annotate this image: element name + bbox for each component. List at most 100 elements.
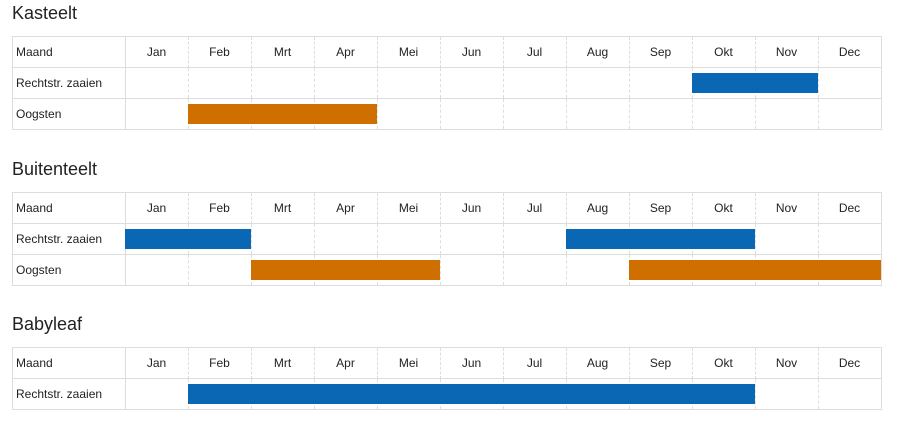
month-divider bbox=[251, 68, 252, 98]
month-label: Aug bbox=[586, 201, 609, 215]
month-divider bbox=[692, 37, 693, 68]
section-title: Buitenteelt bbox=[12, 159, 98, 179]
period-bar bbox=[251, 260, 440, 280]
month-divider bbox=[755, 379, 756, 409]
column-divider bbox=[125, 193, 126, 224]
month-divider bbox=[818, 68, 819, 98]
month-label: Nov bbox=[775, 201, 798, 215]
month-label: Nov bbox=[775, 356, 798, 370]
month-divider bbox=[314, 37, 315, 68]
month-label: Jun bbox=[461, 356, 482, 370]
period-bar bbox=[188, 104, 377, 124]
month-label: Mrt bbox=[273, 356, 292, 370]
month-label: Apr bbox=[336, 356, 355, 370]
month-divider bbox=[566, 193, 567, 224]
month-divider bbox=[566, 68, 567, 98]
month-divider bbox=[440, 224, 441, 254]
month-label: Jun bbox=[461, 45, 482, 59]
month-divider bbox=[818, 348, 819, 379]
month-divider bbox=[440, 193, 441, 224]
month-divider bbox=[251, 37, 252, 68]
month-divider bbox=[566, 348, 567, 379]
month-label: Feb bbox=[209, 45, 230, 59]
column-divider bbox=[125, 348, 126, 379]
month-divider bbox=[314, 193, 315, 224]
month-divider bbox=[188, 348, 189, 379]
month-divider bbox=[314, 224, 315, 254]
month-divider bbox=[314, 68, 315, 98]
month-divider bbox=[188, 68, 189, 98]
column-divider bbox=[125, 379, 126, 409]
month-divider bbox=[503, 348, 504, 379]
schedule-table: Maand Jan Feb Mrt Apr Mei Jun Jul Aug Sep Okt Nov De… bbox=[12, 347, 882, 410]
schedule-table: Maand Jan Feb Mrt Apr Mei Jun Jul Aug Sep Okt Nov De… bbox=[12, 192, 882, 286]
month-divider bbox=[377, 224, 378, 254]
month-label: Okt bbox=[714, 45, 733, 59]
column-divider bbox=[125, 255, 126, 285]
month-divider bbox=[566, 37, 567, 68]
month-divider bbox=[503, 193, 504, 224]
month-divider bbox=[377, 99, 378, 129]
month-divider bbox=[755, 37, 756, 68]
task-row: Oogsten bbox=[13, 254, 881, 285]
month-label: Aug bbox=[586, 356, 609, 370]
month-divider bbox=[503, 68, 504, 98]
month-divider bbox=[629, 348, 630, 379]
month-divider bbox=[755, 193, 756, 224]
month-divider bbox=[251, 348, 252, 379]
section-title: Babyleaf bbox=[12, 314, 83, 334]
month-label: Apr bbox=[336, 201, 355, 215]
month-divider bbox=[566, 255, 567, 285]
month-label: Jan bbox=[146, 356, 167, 370]
month-divider bbox=[755, 99, 756, 129]
month-divider bbox=[440, 348, 441, 379]
row-label: Oogsten bbox=[16, 107, 62, 121]
row-label: Rechtstr. zaaien bbox=[16, 387, 103, 401]
month-label: Aug bbox=[586, 45, 609, 59]
month-divider bbox=[629, 193, 630, 224]
month-label: Jan bbox=[146, 201, 167, 215]
month-label: Mei bbox=[398, 356, 419, 370]
month-label: Okt bbox=[714, 201, 733, 215]
month-divider bbox=[503, 99, 504, 129]
header-row: Maand Jan Feb Mrt Apr Mei Jun Jul Aug Sep Okt Nov De… bbox=[13, 348, 881, 379]
month-label: Nov bbox=[775, 45, 798, 59]
task-row: Rechtstr. zaaien bbox=[13, 223, 881, 254]
month-divider bbox=[503, 255, 504, 285]
month-divider bbox=[692, 348, 693, 379]
month-label: Okt bbox=[714, 356, 733, 370]
column-divider bbox=[125, 68, 126, 98]
month-label: Dec bbox=[838, 45, 861, 59]
month-divider bbox=[566, 99, 567, 129]
month-divider bbox=[377, 68, 378, 98]
month-label: Apr bbox=[336, 45, 355, 59]
task-row: Oogsten bbox=[13, 98, 881, 129]
month-label: Feb bbox=[209, 356, 230, 370]
month-divider bbox=[629, 99, 630, 129]
header-row: Maand Jan Feb Mrt Apr Mei Jun Jul Aug Sep Okt Nov De… bbox=[13, 193, 881, 224]
month-label: Jan bbox=[146, 45, 167, 59]
row-label: Rechtstr. zaaien bbox=[16, 76, 103, 90]
month-divider bbox=[251, 193, 252, 224]
month-divider bbox=[755, 224, 756, 254]
section-title: Kasteelt bbox=[12, 3, 78, 23]
month-divider bbox=[188, 193, 189, 224]
month-divider bbox=[188, 37, 189, 68]
month-divider bbox=[818, 379, 819, 409]
period-bar bbox=[629, 260, 881, 280]
row-label: Rechtstr. zaaien bbox=[16, 232, 103, 246]
month-divider bbox=[440, 68, 441, 98]
schedule-table: Maand Jan Feb Mrt Apr Mei Jun Jul Aug Sep Okt Nov De… bbox=[12, 36, 882, 130]
month-divider bbox=[503, 224, 504, 254]
month-divider bbox=[629, 68, 630, 98]
task-row: Rechtstr. zaaien bbox=[13, 67, 881, 98]
month-divider bbox=[818, 99, 819, 129]
header-row: Maand Jan Feb Mrt Apr Mei Jun Jul Aug Sep Okt Nov De… bbox=[13, 37, 881, 68]
header-label: Maand bbox=[16, 201, 53, 215]
header-label: Maand bbox=[16, 356, 53, 370]
period-bar bbox=[125, 229, 251, 249]
month-divider bbox=[377, 193, 378, 224]
month-label: Jun bbox=[461, 201, 482, 215]
month-divider bbox=[692, 99, 693, 129]
